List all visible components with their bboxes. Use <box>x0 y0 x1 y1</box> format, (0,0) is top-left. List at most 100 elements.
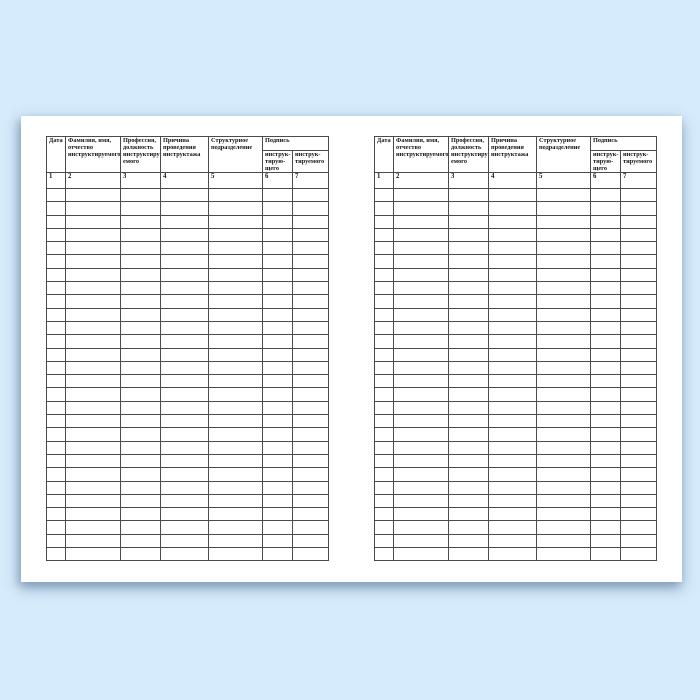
empty-cell <box>448 254 489 269</box>
col-header-reason: Причина проведения инструктажа <box>160 136 209 173</box>
empty-cell <box>160 507 209 522</box>
column-number-cell: 7 <box>620 172 657 189</box>
empty-cell <box>448 214 489 229</box>
empty-cell <box>208 467 263 482</box>
empty-cell <box>448 374 489 389</box>
empty-cell <box>65 347 121 362</box>
empty-row <box>46 360 329 376</box>
empty-row <box>46 414 329 429</box>
empty-cell <box>120 493 161 509</box>
empty-row <box>46 467 329 482</box>
empty-cell <box>374 267 394 283</box>
empty-cell <box>590 507 621 522</box>
empty-cell <box>393 507 449 522</box>
empty-cell <box>120 547 161 562</box>
empty-cell <box>160 241 209 256</box>
empty-cell <box>160 214 209 229</box>
paper-sheet: Дата Фамилия, имя, отчество инструктируе… <box>21 116 682 582</box>
col-header-unit: Структурное подразделение <box>536 136 591 173</box>
empty-cell <box>65 360 121 376</box>
empty-cell <box>374 493 394 509</box>
empty-cell <box>393 400 449 416</box>
empty-cell <box>208 387 263 402</box>
empty-cell <box>160 187 209 203</box>
empty-cell <box>160 347 209 362</box>
empty-row <box>374 547 657 562</box>
empty-cell <box>536 374 591 389</box>
empty-cell <box>536 480 591 495</box>
empty-row <box>374 201 657 216</box>
empty-cell <box>620 400 657 416</box>
empty-row <box>374 254 657 269</box>
empty-cell <box>46 440 66 455</box>
empty-cell <box>448 480 489 495</box>
empty-cell <box>488 453 537 469</box>
empty-cell <box>65 294 121 309</box>
empty-cell <box>488 520 537 535</box>
empty-cell <box>120 453 161 469</box>
empty-row <box>46 320 329 336</box>
empty-cell <box>262 427 293 442</box>
empty-cell <box>374 520 394 535</box>
empty-cell <box>292 320 329 336</box>
empty-cell <box>208 400 263 416</box>
empty-row <box>46 347 329 362</box>
empty-row <box>374 427 657 442</box>
empty-cell <box>536 440 591 455</box>
empty-cell <box>208 533 263 549</box>
empty-cell <box>160 400 209 416</box>
empty-cell <box>488 347 537 362</box>
empty-cell <box>292 214 329 229</box>
instruction-log-table: Дата Фамилия, имя, отчество инструктируе… <box>374 136 657 562</box>
empty-cell <box>590 187 621 203</box>
empty-cell <box>590 267 621 283</box>
empty-cell <box>160 493 209 509</box>
empty-cell <box>488 187 537 203</box>
empty-cell <box>393 187 449 203</box>
empty-cell <box>620 547 657 562</box>
column-number-cell: 3 <box>448 172 489 189</box>
empty-cell <box>393 414 449 429</box>
col-header-signature-instructed: инструк- тируемого <box>620 150 657 173</box>
empty-cell <box>590 467 621 482</box>
empty-cell <box>536 520 591 535</box>
empty-cell <box>536 467 591 482</box>
empty-row <box>46 294 329 309</box>
empty-cell <box>620 507 657 522</box>
empty-cell <box>46 347 66 362</box>
empty-row <box>46 507 329 522</box>
empty-cell <box>160 440 209 455</box>
empty-cell <box>393 387 449 402</box>
empty-cell <box>208 187 263 203</box>
empty-cell <box>262 281 293 296</box>
empty-cell <box>374 414 394 429</box>
empty-cell <box>46 374 66 389</box>
empty-cell <box>120 281 161 296</box>
column-number-cell: 2 <box>393 172 449 189</box>
empty-cell <box>448 267 489 283</box>
empty-cell <box>488 214 537 229</box>
empty-cell <box>46 201 66 216</box>
empty-cell <box>448 360 489 376</box>
empty-cell <box>374 387 394 402</box>
empty-cell <box>120 427 161 442</box>
empty-cell <box>120 201 161 216</box>
empty-row <box>374 281 657 296</box>
empty-cell <box>488 254 537 269</box>
empty-cell <box>262 400 293 416</box>
empty-cell <box>262 374 293 389</box>
empty-cell <box>393 427 449 442</box>
empty-cell <box>208 254 263 269</box>
empty-cell <box>46 414 66 429</box>
col-header-signature: Подпись <box>262 136 329 151</box>
empty-cell <box>536 227 591 243</box>
empty-cell <box>292 347 329 362</box>
empty-cell <box>393 294 449 309</box>
empty-cell <box>448 533 489 549</box>
empty-cell <box>120 507 161 522</box>
empty-cell <box>488 281 537 296</box>
empty-cell <box>46 307 66 322</box>
column-number-cell: 4 <box>160 172 209 189</box>
empty-cell <box>374 440 394 455</box>
empty-cell <box>488 360 537 376</box>
